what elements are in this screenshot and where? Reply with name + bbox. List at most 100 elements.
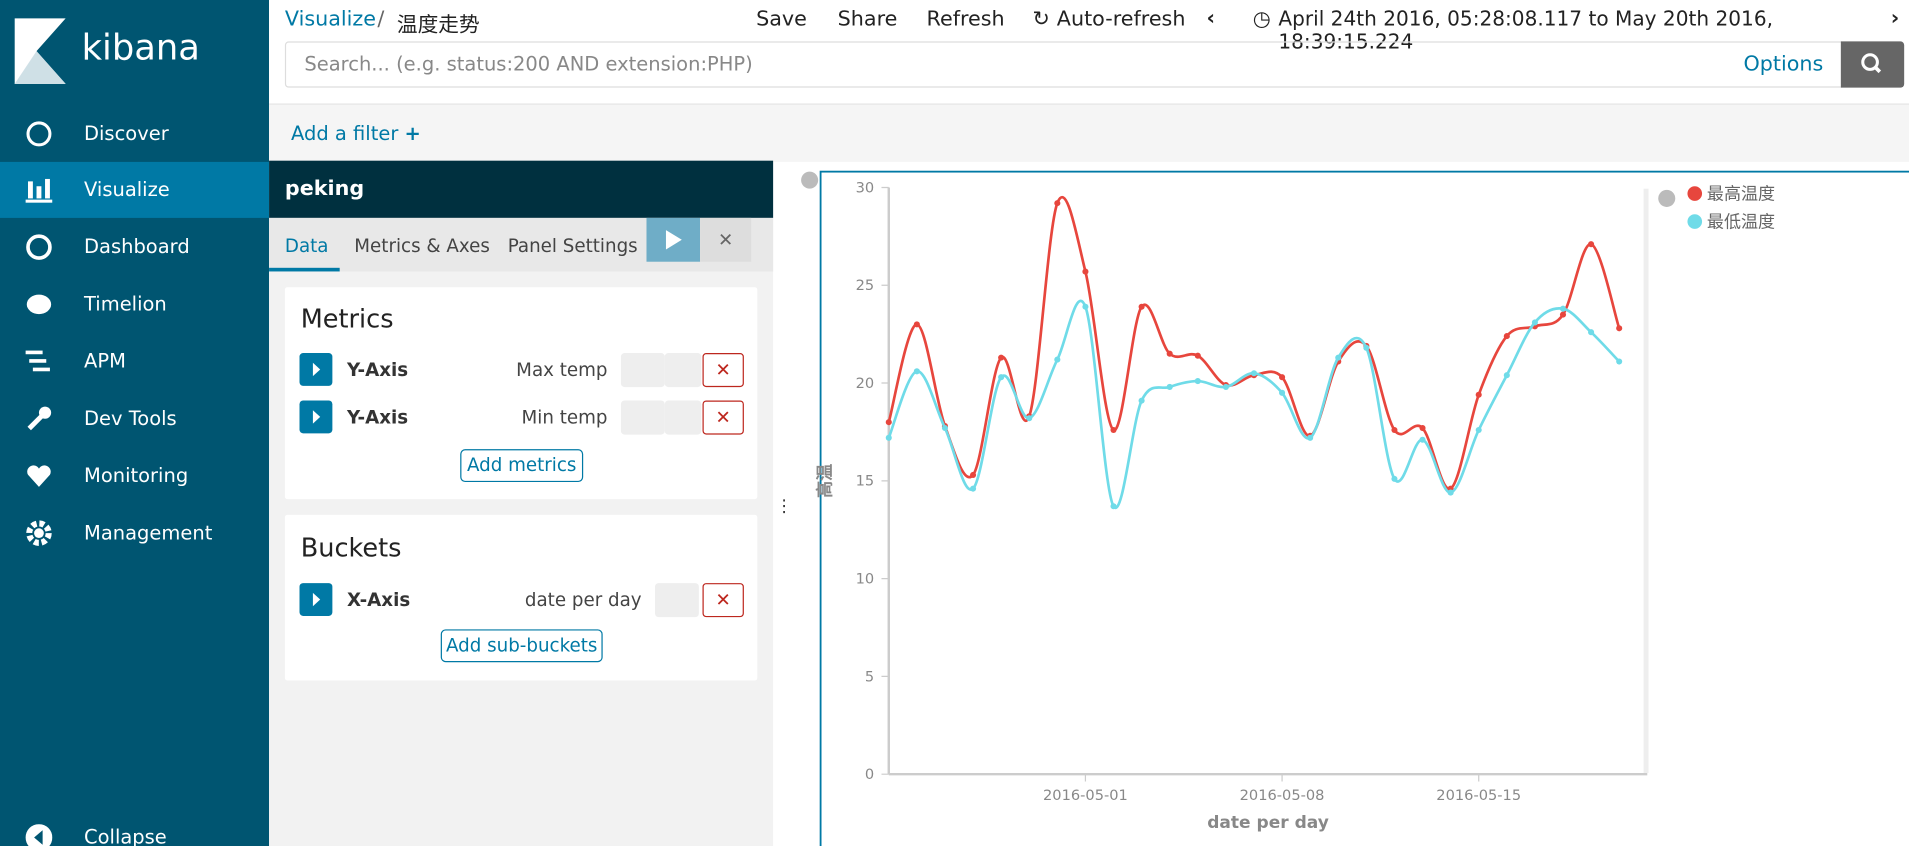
search-input[interactable]: Search... (e.g. status:200 AND extension… [284, 41, 1843, 88]
metric-row: Y-Axis Max temp ✕ [299, 353, 746, 388]
separator: / [377, 7, 385, 32]
auto-refresh-icon[interactable]: ↻ [1032, 7, 1050, 32]
data-point [1194, 352, 1201, 359]
add-sub-buckets[interactable]: Add sub-buckets [440, 629, 603, 663]
nav-label[interactable]: Timelion [84, 292, 167, 316]
nav-item[interactable]: Timelion [0, 276, 269, 332]
data-point [998, 374, 1005, 381]
legend-swatch [1687, 214, 1703, 229]
nav-label[interactable]: APM [84, 349, 126, 373]
axis-label: Y-Axis [346, 359, 409, 382]
search-button[interactable] [1840, 41, 1905, 88]
data-point [1279, 389, 1286, 396]
collapse-toggle[interactable] [801, 171, 819, 189]
nav-item[interactable]: Visualize [0, 161, 270, 218]
nav-item[interactable]: APM [0, 334, 269, 390]
legend-label[interactable]: 最高温度 [1707, 185, 1775, 205]
y-tick-label: 25 [856, 277, 875, 294]
nav-item[interactable]: Dev Tools [0, 391, 269, 447]
tab[interactable]: Panel Settings [507, 234, 638, 257]
toggle[interactable] [620, 400, 665, 435]
time-range[interactable]: April 24th 2016, 05:28:08.117 to May 20t… [1278, 7, 1774, 54]
toggle[interactable] [620, 353, 665, 388]
expand-button[interactable] [299, 583, 333, 616]
data-point [1363, 344, 1370, 351]
tab[interactable]: Data [284, 234, 329, 257]
data-point [970, 471, 977, 479]
data-point [1419, 436, 1426, 443]
y-axis-title: 高温 [814, 464, 835, 498]
data-point [1531, 319, 1538, 326]
discard-button[interactable]: ✕ [700, 217, 752, 262]
editor-panel: peking Data Metrics & Axes Panel Setting… [269, 160, 774, 846]
remove-button[interactable]: ✕ [702, 400, 744, 435]
data-point [1054, 356, 1061, 363]
nav-label[interactable]: Dev Tools [84, 406, 177, 430]
nav-label[interactable]: Discover [84, 121, 169, 145]
data-point [1026, 415, 1033, 422]
share-button[interactable]: Share [837, 7, 898, 32]
remove-button[interactable]: ✕ [702, 583, 744, 618]
bucket-row: X-Axis date per day ✕ [299, 583, 746, 618]
y-tick-label: 20 [856, 375, 875, 392]
refresh-button[interactable]: Refresh [926, 7, 1005, 32]
data-point [913, 368, 920, 375]
apply-button[interactable] [646, 217, 701, 262]
data-point [1559, 305, 1567, 312]
vis-title: peking [284, 176, 365, 201]
data-point [1503, 372, 1510, 379]
legend-label[interactable]: 最低温度 [1707, 213, 1775, 233]
nav-item[interactable]: Dashboard [0, 219, 269, 275]
nav-item[interactable]: Discover [0, 106, 269, 162]
reorder[interactable] [664, 400, 702, 435]
expand-button[interactable] [299, 400, 333, 434]
legend-divider [1643, 188, 1649, 773]
save-button[interactable]: Save [756, 7, 807, 32]
data-point [913, 321, 920, 328]
auto-refresh-button[interactable]: Auto-refresh [1056, 7, 1186, 32]
add-filter[interactable]: Add a filter + [290, 121, 421, 145]
x-axis-title: date per day [1207, 813, 1329, 833]
data-point [970, 485, 977, 492]
chart: ⋮ 0 5 10 15 20 25 30 2016-05-01 2016-05-08 2016-0… [776, 170, 1909, 846]
nav-label[interactable]: Management [84, 521, 213, 545]
tab-bar: Data Metrics & Axes Panel Settings ✕ [269, 217, 774, 272]
data-point [1391, 475, 1398, 482]
data-point [1475, 391, 1482, 398]
add-metrics[interactable]: Add metrics [460, 449, 584, 483]
breadcrumb: 温度走势 [396, 13, 480, 38]
prev-button[interactable]: ‹ [1206, 6, 1216, 31]
resizer[interactable]: ⋮ [776, 496, 793, 516]
nav-item[interactable]: Monitoring [0, 448, 269, 504]
reorder[interactable] [664, 353, 702, 388]
data-point [941, 424, 949, 432]
legend-toggle[interactable] [1658, 189, 1676, 207]
collapse[interactable]: Collapse [0, 810, 269, 846]
remove-button[interactable]: ✕ [702, 353, 744, 388]
search-placeholder[interactable]: Search... (e.g. status:200 AND extension… [304, 52, 753, 76]
nav-label[interactable]: Collapse [84, 825, 167, 846]
options-button[interactable]: Options [1743, 52, 1824, 77]
nav-label[interactable]: Dashboard [84, 234, 190, 259]
add-filter-label[interactable]: Add a filter [290, 121, 399, 145]
heading: Metrics [300, 304, 394, 334]
data-point [1194, 378, 1201, 385]
data-point [1082, 268, 1089, 275]
data-point [1391, 426, 1398, 434]
data-point [1138, 303, 1145, 310]
breadcrumb[interactable]: Visualize [284, 7, 377, 32]
toggle[interactable] [655, 583, 699, 618]
x-tick-label: 2016-05-01 [1043, 787, 1128, 804]
x-tick-label: 2016-05-08 [1240, 787, 1325, 804]
nav-label[interactable]: Monitoring [84, 463, 189, 487]
expand-button[interactable] [299, 353, 333, 386]
next-button[interactable]: › [1890, 6, 1900, 31]
metric-label: Max temp [516, 359, 608, 382]
nav-item[interactable]: Management [0, 505, 269, 561]
data-point [1307, 434, 1314, 441]
data-point [1588, 241, 1595, 248]
nav-label[interactable]: Visualize [84, 177, 170, 201]
x-tick-label: 2016-05-15 [1436, 787, 1521, 804]
tab[interactable]: Metrics & Axes [354, 234, 490, 257]
data-point [1082, 303, 1089, 310]
